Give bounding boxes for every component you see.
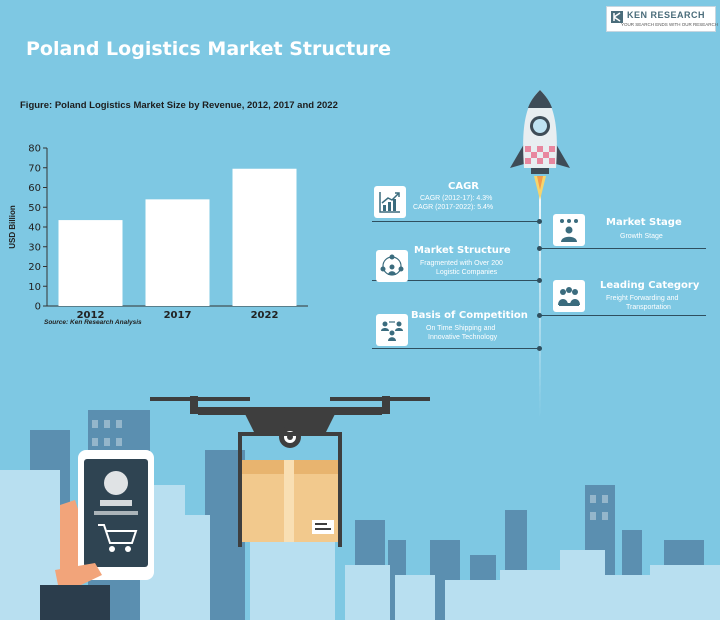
network-people-icon — [376, 250, 408, 282]
rocket-illustration — [510, 90, 570, 418]
timeline-dot — [537, 313, 542, 318]
drone-illustration — [150, 396, 430, 547]
competition-line-1: On Time Shipping and — [426, 325, 496, 332]
presenter-icon — [553, 214, 585, 246]
x-tick-label: 2012 — [77, 310, 105, 320]
bar-2022 — [232, 168, 297, 306]
leading-category-connector — [540, 315, 706, 316]
y-tick-label: 60 — [28, 183, 41, 194]
competition-line-2: Innovative Technology — [428, 334, 498, 341]
y-tick-label: 30 — [28, 242, 41, 253]
x-tick-label: 2017 — [164, 310, 192, 320]
leading-category-line-1: Freight Forwarding and — [606, 295, 679, 302]
competition-connector — [372, 348, 540, 349]
timeline-dot — [537, 246, 542, 251]
y-tick-label: 50 — [28, 203, 41, 214]
timeline-dot — [537, 278, 542, 283]
timeline-dot — [537, 219, 542, 224]
cagr-connector — [372, 221, 540, 222]
page-title: Poland Logistics Market Structure — [26, 38, 392, 60]
y-tick-label: 80 — [28, 144, 41, 155]
market-stage-line-1: Growth Stage — [620, 233, 663, 240]
leading-category-title: Leading Category — [600, 280, 700, 291]
leading-category-line-2: Transportation — [626, 304, 671, 311]
cagr-title: CAGR — [448, 181, 479, 192]
ken-research-logo: KEN RESEARCH YOUR SEARCH ENDS WITH OUR R… — [606, 6, 719, 32]
y-tick-label: 10 — [28, 282, 41, 293]
team-icon — [553, 280, 585, 312]
bar-chart: 0 10 20 30 40 50 60 70 80 USD Billion 2012 2017 2022 — [8, 144, 308, 320]
phone-hand-illustration — [40, 450, 154, 620]
logo-mark-icon — [611, 11, 623, 23]
y-tick-label: 20 — [28, 262, 41, 273]
market-structure-line-1: Fragmented with Over 200 — [420, 260, 503, 267]
growth-chart-icon — [374, 186, 406, 218]
figure-title: Figure: Poland Logistics Market Size by … — [20, 100, 338, 111]
x-tick-label: 2022 — [251, 310, 279, 320]
y-tick-label: 0 — [35, 302, 41, 313]
bar-2012 — [58, 220, 123, 306]
y-axis-label: USD Billion — [8, 205, 17, 249]
competition-icon — [376, 314, 408, 346]
cagr-line-2: CAGR (2017-2022): 5.4% — [413, 204, 494, 211]
logo-name: KEN RESEARCH — [627, 10, 706, 20]
y-tick-label: 70 — [28, 163, 41, 174]
cagr-line-1: CAGR (2012-17): 4.3% — [420, 195, 493, 202]
market-structure-connector — [372, 280, 540, 281]
market-structure-line-2: Logistic Companies — [436, 269, 498, 276]
y-tick-label: 40 — [28, 223, 41, 234]
market-stage-title: Market Stage — [606, 217, 682, 228]
figure-source: Source: Ken Research Analysis — [44, 319, 142, 326]
market-stage-connector — [540, 248, 706, 249]
timeline-dot — [537, 346, 542, 351]
competition-title: Basis of Competition — [411, 310, 528, 321]
logo-tagline: YOUR SEARCH ENDS WITH OUR RESEARCH — [621, 22, 719, 27]
market-structure-title: Market Structure — [414, 245, 511, 256]
bar-2017 — [145, 199, 210, 306]
